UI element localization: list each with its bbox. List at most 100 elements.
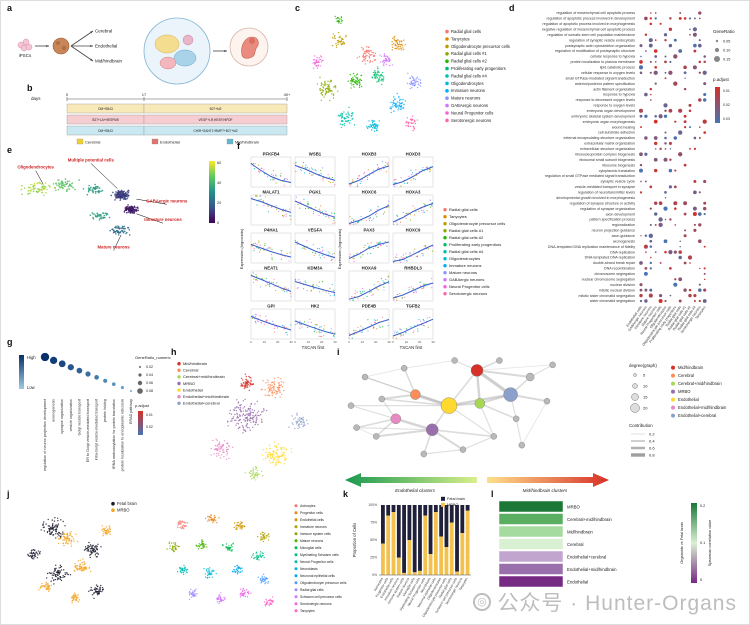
- expr-point: [355, 223, 357, 225]
- go-dot: [668, 249, 673, 255]
- go-dot: [664, 197, 667, 199]
- cell-point: [34, 555, 37, 558]
- cell-point: [285, 448, 287, 450]
- network-edge: [395, 417, 433, 431]
- expr-point: [264, 244, 266, 246]
- bar-mrbo: [407, 540, 412, 575]
- protocol-segment: [143, 103, 288, 114]
- go-dot: [58, 360, 66, 368]
- expr-point: [400, 256, 402, 258]
- cell-point: [226, 452, 229, 454]
- expr-point: [373, 169, 375, 171]
- cell-point: [230, 420, 232, 422]
- cell-point: [406, 82, 409, 85]
- cell-point: [94, 554, 97, 556]
- expr-point: [323, 328, 325, 330]
- cell-point: [54, 528, 57, 531]
- cell-point: [284, 459, 287, 461]
- cell-point: [169, 547, 171, 550]
- expr-point: [399, 292, 401, 295]
- cell-point: [220, 592, 222, 594]
- cell-point: [409, 125, 412, 128]
- cell-point: [95, 187, 97, 190]
- expr-point: [285, 178, 287, 180]
- legend-dot: [671, 365, 675, 370]
- cell-point: [197, 547, 200, 550]
- cell-point: [28, 555, 31, 558]
- cell-point: [260, 579, 263, 582]
- cell-point: [249, 419, 251, 422]
- cell-point: [247, 383, 249, 386]
- bar-fetal: [433, 505, 438, 512]
- cell-point: [106, 213, 108, 215]
- cell-point: [50, 584, 53, 587]
- cell-point: [87, 190, 90, 193]
- expr-point: [255, 273, 257, 276]
- cell-point: [113, 229, 115, 232]
- legend-dot: [445, 44, 449, 49]
- cell-point: [391, 43, 393, 46]
- expr-point: [275, 174, 277, 176]
- cell-point: [264, 580, 266, 582]
- go-dot: [678, 250, 682, 254]
- cell-point: [399, 105, 402, 108]
- cell-point: [266, 600, 268, 602]
- cell-point: [277, 443, 280, 445]
- expr-point: [270, 179, 272, 181]
- network-edge: [364, 367, 405, 378]
- cell-point: [133, 206, 135, 209]
- cell-point: [320, 61, 323, 63]
- expr-point: [400, 185, 402, 187]
- gene-name: HOXB3: [362, 152, 377, 157]
- trend-line: [250, 243, 292, 258]
- expr-point: [254, 242, 256, 244]
- go-dot: [673, 136, 678, 140]
- cell-point: [403, 39, 405, 41]
- go-dot: [649, 223, 652, 226]
- expr-point: [256, 280, 258, 282]
- cell-point: [256, 469, 259, 472]
- cell-point: [319, 58, 322, 61]
- y-axis-label: Expression (logcounts): [239, 228, 244, 269]
- cell-point: [261, 555, 263, 558]
- cell-point: [218, 517, 220, 519]
- go-dot: [678, 152, 683, 157]
- cell-point: [214, 444, 217, 447]
- go-dot: [688, 293, 692, 298]
- cell-point: [70, 541, 72, 543]
- cell-point: [102, 531, 105, 533]
- legend-dot: [294, 574, 298, 578]
- expr-point: [402, 334, 405, 336]
- go-dot: [643, 271, 648, 276]
- cell-point: [56, 570, 59, 573]
- cell-point: [50, 527, 52, 529]
- cell-point: [234, 571, 237, 573]
- cell-point: [319, 89, 321, 92]
- cell-point: [122, 227, 125, 230]
- expr-point: [267, 210, 270, 213]
- expr-point: [250, 244, 252, 247]
- cell-point: [385, 59, 387, 61]
- cell-point: [214, 516, 217, 519]
- go-term: embryonic skeletal system development: [571, 114, 635, 118]
- go-term-vertical: ER to Golgi vesicle-mediated transport: [86, 399, 90, 462]
- cell-point: [251, 383, 253, 386]
- expr-point: [313, 330, 316, 333]
- expr-point: [282, 210, 284, 212]
- expr-point: [271, 248, 273, 250]
- legend-dot: [177, 375, 181, 379]
- cell-point: [239, 571, 241, 573]
- cell-point: [321, 83, 323, 85]
- expr-point: [290, 324, 292, 326]
- expr-point: [329, 181, 332, 184]
- cell-point: [104, 212, 107, 215]
- expr-point: [385, 278, 387, 281]
- cell-point: [241, 385, 244, 387]
- cell-point: [224, 597, 226, 599]
- go-dot: [683, 261, 687, 265]
- cell-point: [329, 79, 332, 81]
- cell-point: [34, 553, 36, 555]
- cell-point: [219, 448, 221, 451]
- cell-point: [352, 111, 354, 114]
- cell-point: [67, 573, 69, 576]
